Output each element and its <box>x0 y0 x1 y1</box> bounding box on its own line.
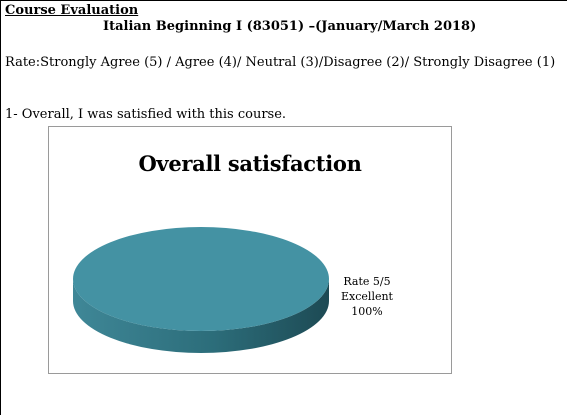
document-title: Course Evaluation <box>5 3 139 18</box>
pie-chart-canvas <box>73 227 329 353</box>
slice-label-percent: 100% <box>351 305 383 318</box>
pie-slice-side-0 <box>73 279 329 353</box>
slice-label-rate: Rate 5/5 <box>343 275 391 288</box>
slice-label: Rate 5/5 Excellent 100% <box>332 274 402 319</box>
course-name: Italian Beginning I (83051) –(January/Ma… <box>103 19 477 34</box>
slice-label-category: Excellent <box>341 290 393 303</box>
chart-title: Overall satisfaction <box>138 151 362 176</box>
rating-scale: Rate:Strongly Agree (5) / Agree (4)/ Neu… <box>5 55 556 70</box>
pie-chart: Overall satisfaction Rate 5/5 Excellent … <box>48 126 452 374</box>
question-1: 1- Overall, I was satisfied with this co… <box>5 107 287 122</box>
pie-slice-0 <box>73 227 329 331</box>
